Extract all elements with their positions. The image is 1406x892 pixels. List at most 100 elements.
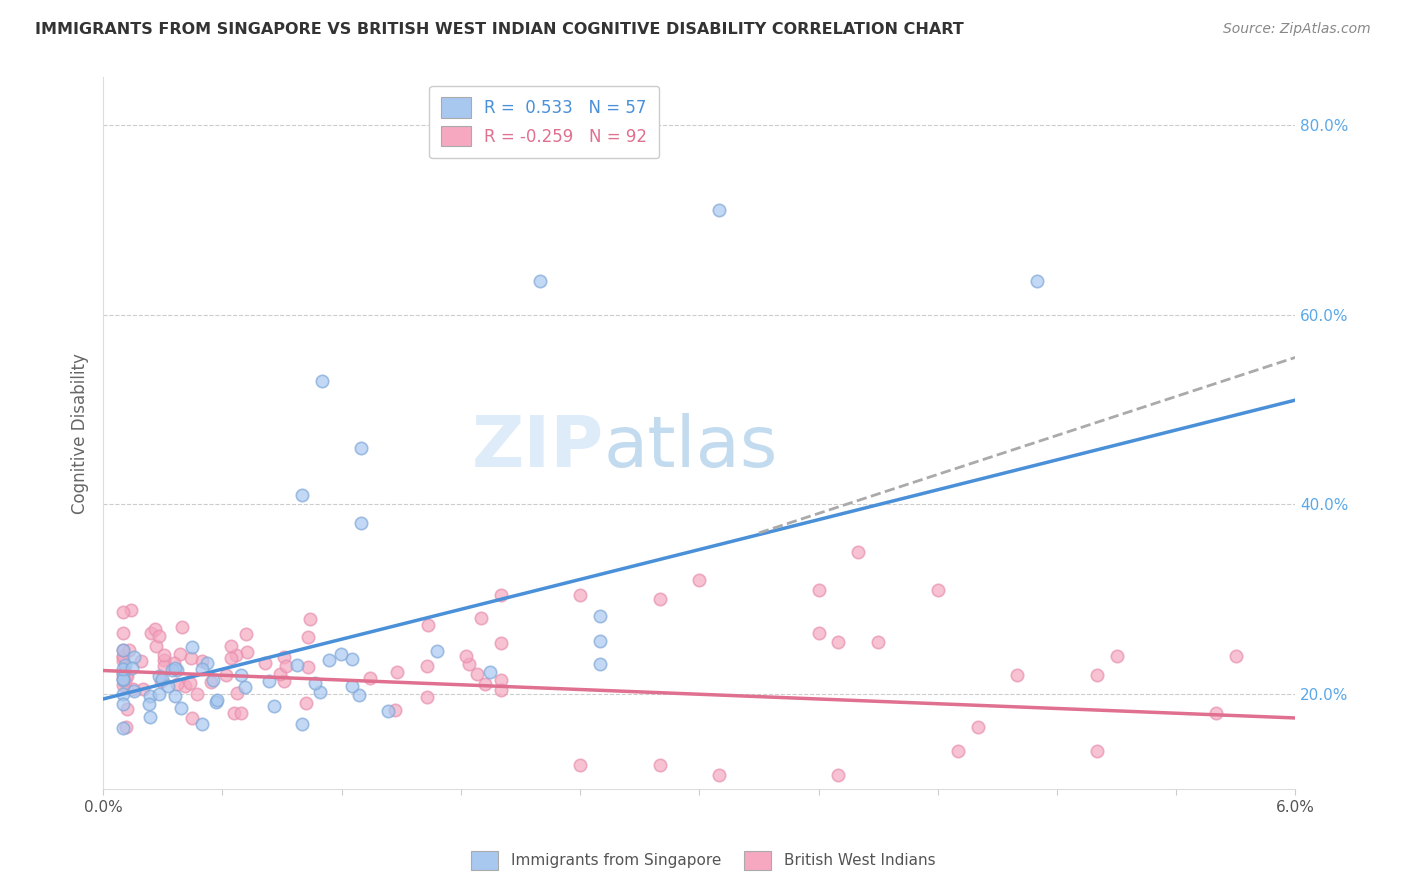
Point bbox=[297, 630, 319, 644]
Point bbox=[205, 692, 228, 706]
Point bbox=[150, 672, 173, 686]
Point bbox=[465, 666, 488, 681]
Point bbox=[259, 673, 281, 688]
Point bbox=[111, 643, 134, 657]
Point bbox=[148, 687, 170, 701]
Point bbox=[253, 656, 276, 670]
Point bbox=[180, 651, 202, 665]
Point bbox=[169, 647, 191, 661]
Point bbox=[111, 625, 134, 640]
Point bbox=[202, 673, 225, 687]
Point bbox=[318, 653, 340, 667]
Point bbox=[291, 716, 314, 731]
Point bbox=[115, 669, 138, 683]
Point bbox=[150, 674, 173, 689]
Point bbox=[233, 680, 256, 694]
Point bbox=[115, 720, 138, 734]
Point bbox=[124, 683, 146, 698]
Point bbox=[111, 697, 134, 711]
Legend: R =  0.533   N = 57, R = -0.259   N = 92: R = 0.533 N = 57, R = -0.259 N = 92 bbox=[429, 86, 659, 158]
Point bbox=[868, 635, 890, 649]
Point bbox=[111, 672, 134, 686]
Point bbox=[295, 696, 318, 710]
Point bbox=[226, 686, 249, 700]
Point bbox=[304, 675, 326, 690]
Point bbox=[186, 687, 208, 701]
Point bbox=[309, 685, 332, 699]
Point bbox=[350, 516, 373, 531]
Point bbox=[120, 603, 142, 617]
Point bbox=[114, 669, 136, 683]
Point bbox=[174, 679, 197, 693]
Point bbox=[458, 657, 481, 672]
Point bbox=[219, 640, 242, 654]
Point bbox=[426, 644, 449, 658]
Point bbox=[111, 671, 134, 685]
Point bbox=[139, 689, 162, 703]
Point bbox=[145, 639, 167, 653]
Point bbox=[160, 663, 183, 677]
Point bbox=[377, 704, 399, 718]
Point bbox=[273, 673, 295, 688]
Point bbox=[225, 648, 247, 663]
Point bbox=[143, 622, 166, 636]
Point bbox=[385, 665, 408, 679]
Point bbox=[1105, 649, 1128, 664]
Point bbox=[191, 654, 214, 668]
Point bbox=[181, 640, 204, 655]
Point bbox=[122, 650, 145, 665]
Point bbox=[235, 627, 257, 641]
Point bbox=[966, 721, 988, 735]
Point bbox=[342, 652, 364, 666]
Point bbox=[707, 203, 730, 218]
Point bbox=[454, 649, 477, 664]
Point bbox=[111, 687, 134, 701]
Text: atlas: atlas bbox=[605, 413, 779, 482]
Y-axis label: Cognitive Disability: Cognitive Disability bbox=[72, 353, 89, 514]
Point bbox=[231, 706, 253, 720]
Point bbox=[121, 682, 143, 697]
Point bbox=[114, 657, 136, 672]
Text: ZIP: ZIP bbox=[471, 413, 605, 482]
Point bbox=[179, 676, 201, 690]
Point bbox=[707, 768, 730, 782]
Point bbox=[153, 658, 176, 673]
Point bbox=[219, 651, 242, 665]
Point bbox=[285, 657, 308, 672]
Point bbox=[132, 681, 155, 696]
Point bbox=[139, 709, 162, 723]
Point bbox=[165, 690, 187, 704]
Point bbox=[236, 645, 259, 659]
Point bbox=[489, 588, 512, 602]
Point bbox=[191, 663, 214, 677]
Point bbox=[827, 768, 849, 782]
Point bbox=[648, 592, 671, 607]
Point bbox=[165, 660, 187, 674]
Point bbox=[350, 441, 373, 455]
Point bbox=[478, 665, 501, 680]
Point bbox=[946, 744, 969, 758]
Point bbox=[117, 643, 139, 657]
Point bbox=[111, 650, 134, 665]
Point bbox=[827, 635, 849, 649]
Point bbox=[416, 690, 439, 705]
Point bbox=[297, 660, 319, 674]
Legend: Immigrants from Singapore, British West Indians: Immigrants from Singapore, British West … bbox=[463, 843, 943, 877]
Point bbox=[807, 625, 830, 640]
Point bbox=[269, 666, 291, 681]
Point bbox=[115, 702, 138, 716]
Point bbox=[1007, 668, 1029, 682]
Point bbox=[648, 758, 671, 772]
Point bbox=[589, 634, 612, 648]
Point bbox=[222, 706, 245, 720]
Point bbox=[418, 618, 440, 632]
Point bbox=[1085, 668, 1108, 682]
Point bbox=[197, 656, 219, 670]
Point bbox=[153, 648, 176, 662]
Point bbox=[329, 647, 352, 661]
Point bbox=[190, 717, 212, 731]
Point bbox=[569, 758, 592, 772]
Point bbox=[121, 660, 143, 674]
Point bbox=[384, 703, 406, 717]
Point bbox=[688, 574, 710, 588]
